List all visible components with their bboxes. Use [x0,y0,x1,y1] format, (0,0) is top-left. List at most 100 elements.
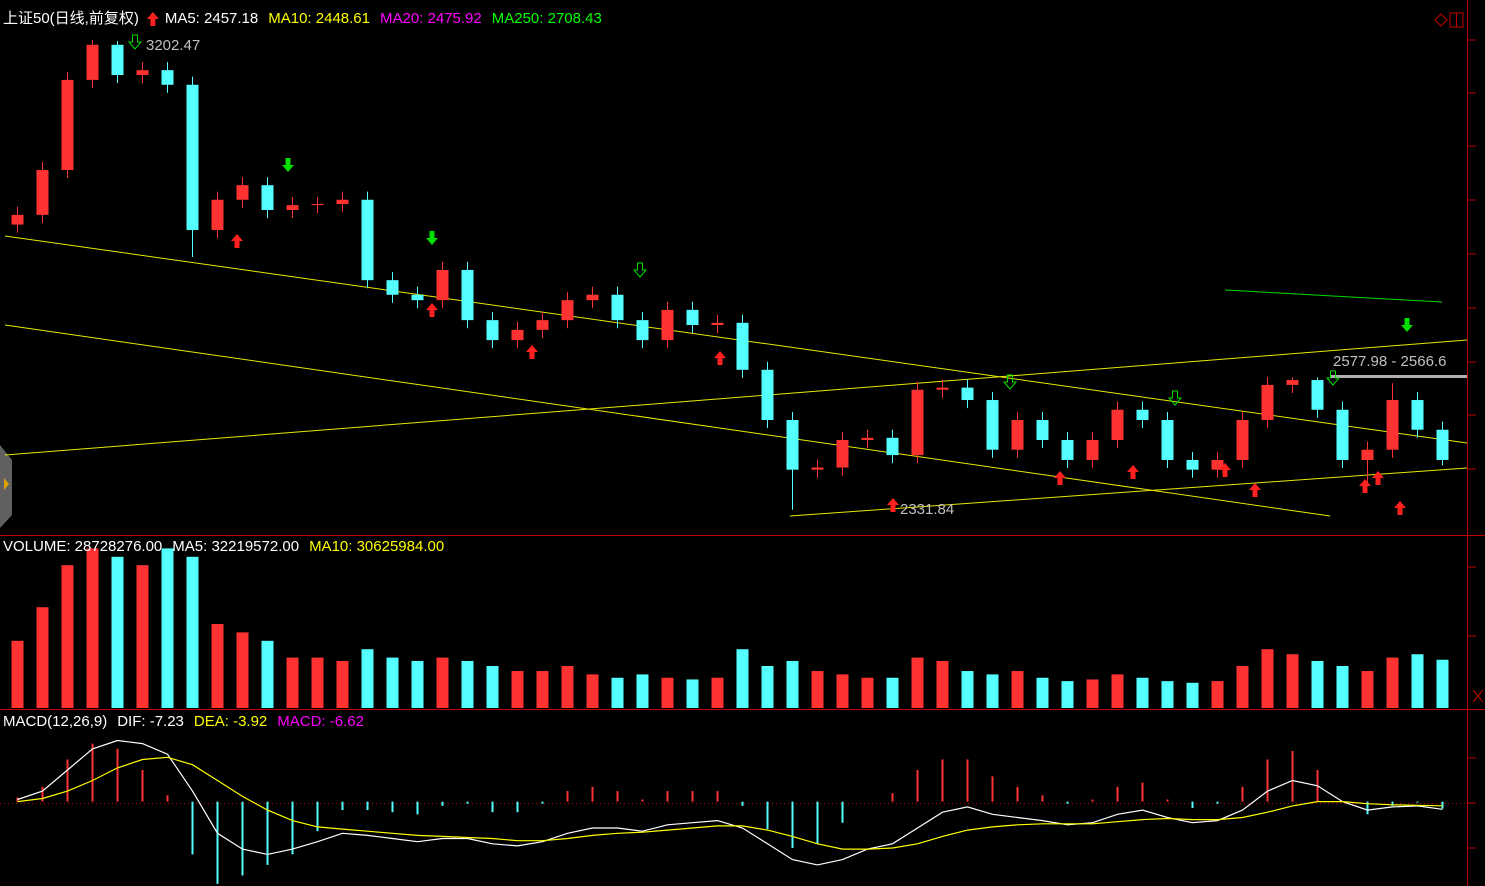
candle-body [636,320,649,341]
macd-line [17,739,1443,866]
candle-body [486,320,499,341]
candle-body [561,300,574,321]
candle-body [711,322,724,325]
volume-bar [311,657,324,708]
trend-line-green [1224,289,1443,303]
volume-bar [336,660,349,708]
candle-body [986,400,999,450]
right-ticks [1467,39,1476,849]
candle-body [886,437,899,456]
range-annotation: 2577.98 - 2566.6 [1333,353,1446,370]
candle-body [1036,420,1049,440]
candle-body [1361,449,1374,460]
candle-body [61,79,74,171]
indicator: MA10: 2448.61 [268,10,370,27]
candle-body [86,44,99,80]
volume-bar [1236,666,1249,708]
volume-bar [436,657,449,708]
volume-bar [761,666,774,708]
volume-bar [1361,671,1374,708]
volume-bar [536,671,549,708]
volume-bar [736,649,749,708]
volume-bar [911,657,924,708]
volume-bar [561,666,574,708]
indicator: MA10: 30625984.00 [309,538,444,555]
candle-body [386,280,399,295]
volume-bar [611,677,624,708]
volume-bar [236,632,249,708]
candle-body [1186,459,1199,470]
volume-bar [261,640,274,708]
candle-body [1211,459,1224,470]
candle-body [661,309,674,341]
indicator: DEA: -3.92 [194,713,267,730]
candle-body [736,322,749,370]
volume-bar [111,556,124,708]
candle-body [311,204,324,206]
candle-body [811,467,824,470]
volume-bar [1211,681,1224,708]
volume-bar [1336,666,1349,708]
volume-bar [786,660,799,708]
window-icons [1434,12,1484,703]
candle-body [436,269,449,301]
volume-bar [861,677,874,708]
volume-bar [886,677,899,708]
candle-body [586,294,599,301]
volume-bar [361,649,374,708]
volume-bar [636,674,649,708]
volume-bar [161,548,174,708]
volume-title: VOLUME: 28728276.00 [3,538,162,555]
candle-body [1386,400,1399,450]
volume-bar [1086,679,1099,708]
candle-body [1011,420,1024,450]
macd-title: MACD(12,26,9) [3,713,107,730]
indicator: MA5: 32219572.00 [172,538,299,555]
volume-bar [511,671,524,708]
candle-body [686,309,699,325]
candle-body [536,320,549,330]
volume-bar [486,666,499,708]
volume-bar [11,640,24,708]
candle-body [336,199,349,205]
volume-bar [711,677,724,708]
candle-body [1136,409,1149,421]
volume-bar [36,607,49,708]
volume-bar [86,548,99,708]
candle-body [1286,380,1299,385]
candle-body [11,214,24,225]
volume-bar [1436,659,1449,708]
volume-bar [411,660,424,708]
candle-body [1111,409,1124,440]
high-annotation: 3202.47 [146,37,200,54]
volume-bar [811,671,824,708]
candle-body [111,44,124,76]
volume-bar [1261,649,1274,708]
candle-body [511,329,524,341]
volume-bar [1061,681,1074,708]
candle-body [1236,420,1249,460]
candle-body [861,437,874,440]
candle-body [1086,439,1099,460]
indicator: MACD: -6.62 [277,713,364,730]
candle-body [1336,409,1349,460]
candle-body [1061,439,1074,460]
candle-body [136,70,149,76]
volume-bar [1011,671,1024,708]
volume-bar [1411,654,1424,708]
volume-bar [936,660,949,708]
candle-body [211,199,224,230]
volume-bar [686,679,699,708]
candle-body [1161,420,1174,460]
candle-body [611,294,624,321]
indicator: MA20: 2475.92 [380,10,482,27]
volume-bar [186,556,199,708]
macd-header: MACD(12,26,9) DIF: -7.23 DEA: -3.92 MACD: … [3,713,364,730]
series-layer [11,39,1449,884]
candle-body [911,389,924,456]
candle-body [1411,400,1424,430]
candle-body [1311,380,1324,410]
